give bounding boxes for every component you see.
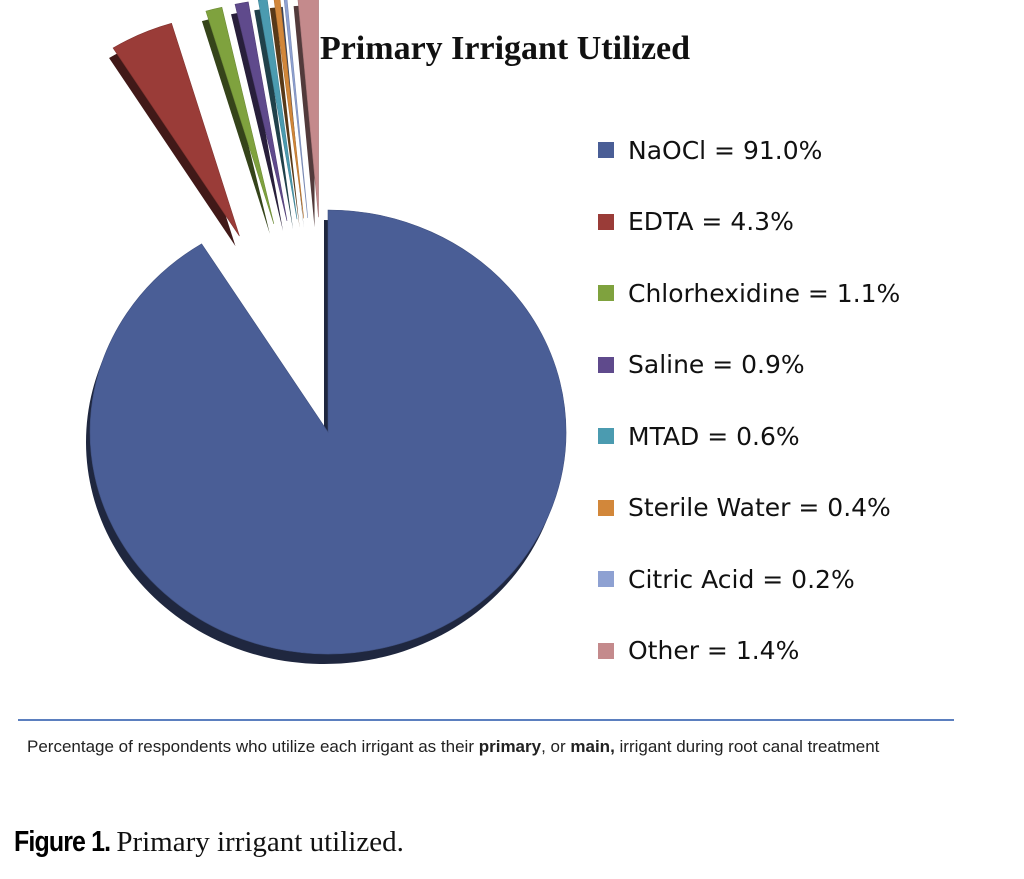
legend-label: MTAD = 0.6% (628, 421, 800, 451)
legend-item-naocl: NaOCl = 91.0% (598, 130, 822, 170)
pie-slice-edta (112, 22, 240, 237)
legend-label: Other = 1.4% (628, 636, 800, 665)
legend-item-citric-acid: Citric Acid = 0.2% (598, 559, 855, 599)
legend-item-saline: Saline = 0.9% (598, 345, 805, 385)
legend-item-mtad: MTAD = 0.6% (598, 416, 800, 456)
legend-label: Citric Acid = 0.2% (628, 564, 855, 594)
legend-label: Chlorhexidine = 1.1% (628, 278, 901, 308)
figure-label: Figure 1. (14, 826, 111, 858)
footnote-main: main, (570, 737, 615, 756)
pie-slice-chlorhexidine (205, 6, 275, 225)
pie-slice-other (297, 0, 319, 218)
pie-slice-mtad (257, 0, 298, 220)
legend-label: EDTA = 4.3% (628, 207, 794, 236)
legend-swatch (598, 571, 614, 587)
legend-swatch (598, 285, 614, 301)
legend-swatch (598, 356, 614, 373)
legend-swatch (598, 499, 614, 516)
pie-slice-naocl (89, 209, 567, 655)
divider-line (18, 719, 954, 721)
legend-swatch (598, 428, 614, 444)
legend-item-chlorhexidine: Chlorhexidine = 1.1% (598, 273, 900, 313)
pie-slice-sterile-water (273, 0, 305, 219)
footnote-text-1: Percentage of respondents who utilize ea… (27, 737, 479, 756)
legend-swatch (598, 642, 614, 659)
chart-title: Primary Irrigant Utilized (319, 30, 691, 67)
pie-slice-saline (234, 1, 288, 222)
legend-label: NaOCl = 91.0% (628, 135, 823, 165)
pie-slice-side-saline (231, 11, 284, 231)
figure-caption-text: Primary irrigant utilized. (116, 826, 404, 858)
legend-item-sterile-water: Sterile Water = 0.4% (598, 488, 891, 528)
footnote-text-2: , or (541, 737, 571, 756)
legend-swatch (598, 142, 614, 158)
chart-footnote: Percentage of respondents who utilize ea… (27, 736, 987, 758)
pie-slice-side-chlorhexidine (201, 17, 270, 234)
pie-slice-side-mtad (254, 9, 294, 230)
footnote-text-3: irrigant during root canal treatment (614, 737, 880, 756)
pie-chart (86, 0, 567, 664)
legend-item-edta: EDTA = 4.3% (598, 202, 794, 242)
figure-caption: Figure 1. Primary irrigant utilized. (14, 826, 404, 859)
pie-slice-side-sterile-water (269, 7, 300, 229)
footnote-primary: primary (478, 737, 542, 756)
legend-swatch (598, 213, 614, 230)
legend-label: Sterile Water = 0.4% (628, 493, 891, 522)
legend-label: Saline = 0.9% (628, 350, 805, 379)
pie-slice-citric-acid (283, 0, 309, 218)
legend-item-other: Other = 1.4% (598, 631, 799, 671)
